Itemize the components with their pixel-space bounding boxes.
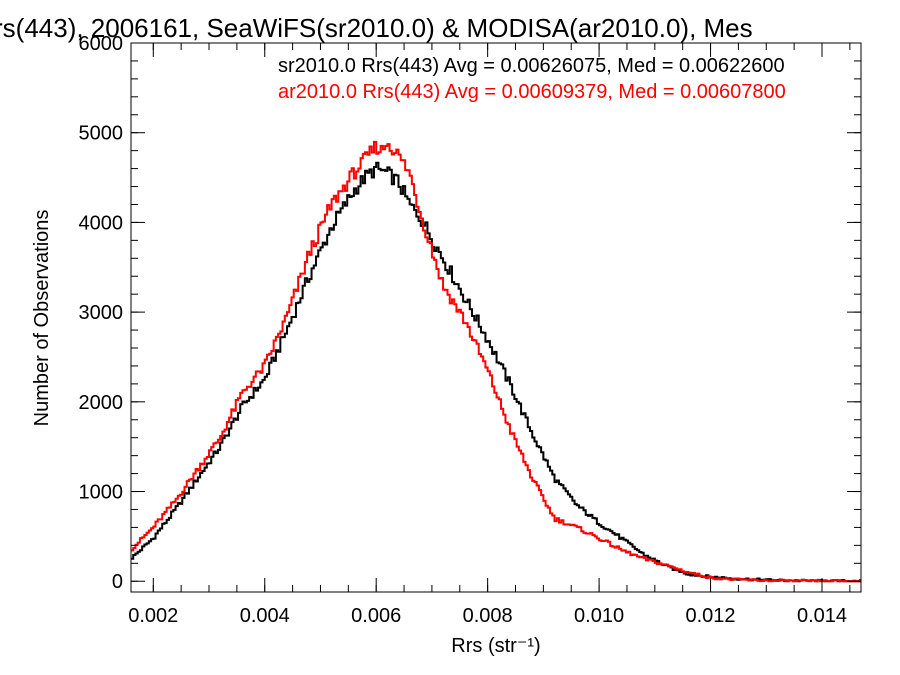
- plot-frame: [130, 42, 862, 593]
- x-tick-label: 0.004: [240, 605, 290, 627]
- x-tick-label: 0.014: [797, 605, 847, 627]
- x-tick-label: 0.008: [463, 605, 513, 627]
- y-tick-label: 3000: [79, 302, 124, 324]
- x-tick-label: 0.010: [574, 605, 624, 627]
- chart-title: rs(443), 2006161, SeaWiFS(sr2010.0) & MO…: [0, 13, 753, 43]
- series-layer: [131, 140, 861, 583]
- annotation-sr2010: sr2010.0 Rrs(443) Avg = 0.00626075, Med …: [278, 55, 785, 77]
- x-tick-label: 0.012: [686, 605, 736, 627]
- y-tick-label: 0: [112, 571, 123, 593]
- annotation-ar2010: ar2010.0 Rrs(443) Avg = 0.00609379, Med …: [278, 81, 786, 103]
- x-tick-label: 0.002: [128, 605, 178, 627]
- y-tick-label: 6000: [79, 33, 124, 55]
- y-tick-label: 5000: [79, 123, 124, 145]
- y-tick-label: 4000: [79, 212, 124, 234]
- x-axis-label: Rrs (str⁻¹): [451, 635, 540, 657]
- series-line-ar2010-0: [131, 140, 861, 583]
- x-tick-label: 0.006: [351, 605, 401, 627]
- y-axis-label: Number of Observations: [31, 210, 53, 427]
- axes-layer: 0.002 0.004 0.006 0.008 0.010 0.012 0.014 0 1000…: [79, 33, 862, 627]
- y-tick-label: 2000: [79, 392, 124, 414]
- y-tick-label: 1000: [79, 482, 124, 504]
